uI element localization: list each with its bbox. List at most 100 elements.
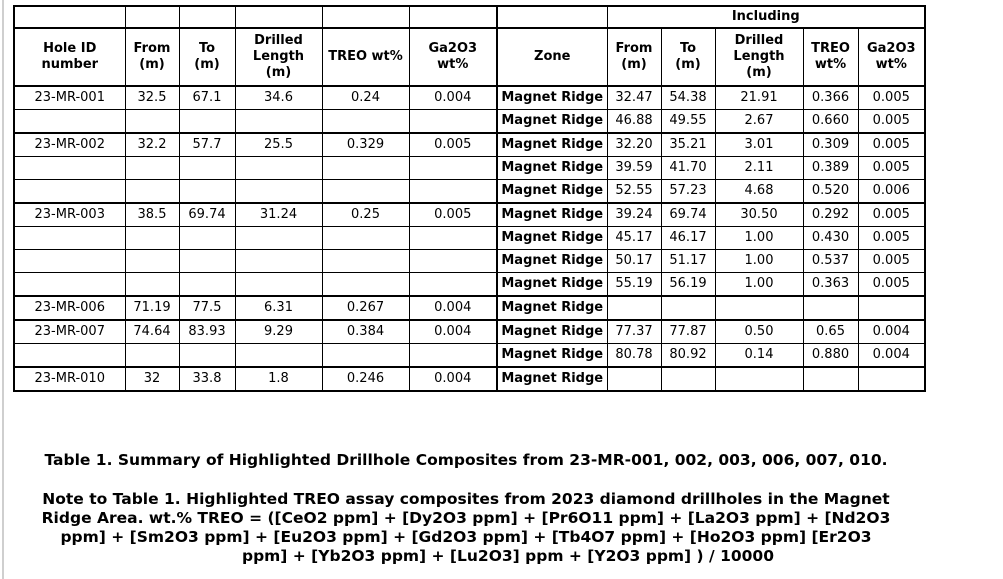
value-cell: 1.00: [714, 226, 804, 250]
value-cell: 0.005: [857, 132, 926, 157]
value-cell: [178, 343, 236, 368]
column-header-including-from: From (m): [606, 27, 662, 87]
value-cell: 0.005: [857, 85, 926, 110]
spacer-header-cell: [321, 5, 410, 29]
column-header-ga2o3: Ga2O3 wt%: [408, 27, 498, 87]
value-cell: 32.5: [124, 85, 180, 110]
value-cell: 57.23: [660, 179, 716, 204]
table-row: Magnet Ridge 55.19 56.19 1.00 0.363 0.005: [13, 272, 926, 297]
value-cell: 0.004: [857, 319, 926, 344]
value-cell: [321, 179, 410, 204]
note-line: Note to Table 1. Highlighted TREO assay …: [42, 490, 890, 508]
value-cell: 0.005: [857, 249, 926, 273]
value-cell: 0.006: [857, 179, 926, 204]
value-cell: 6.31: [234, 295, 323, 321]
value-cell: 32: [124, 366, 180, 392]
note-line: ppm] + [Yb2O3 ppm] + [Lu2O3] ppm + [Y2O3…: [241, 547, 775, 565]
table-row: Magnet Ridge 46.88 49.55 2.67 0.660 0.005: [13, 109, 926, 134]
value-cell: 0.660: [802, 109, 859, 134]
value-cell: 32.2: [124, 132, 180, 157]
value-cell: 30.50: [714, 202, 804, 227]
value-cell: 46.17: [660, 226, 716, 250]
hole-id-cell: 23-MR-001: [13, 85, 126, 110]
value-cell: 34.6: [234, 85, 323, 110]
column-header-from: From (m): [124, 27, 180, 87]
value-cell: 77.5: [178, 295, 236, 321]
value-cell: 0.363: [802, 272, 859, 297]
value-cell: 0.537: [802, 249, 859, 273]
value-cell: 50.17: [606, 249, 662, 273]
hole-id-cell: 23-MR-003: [13, 202, 126, 227]
value-cell: 57.7: [178, 132, 236, 157]
note-line: Ridge Area. wt.% TREO = ([CeO2 ppm] + [D…: [41, 509, 891, 527]
value-cell: 2.67: [714, 109, 804, 134]
value-cell: 80.78: [606, 343, 662, 368]
value-cell: [124, 226, 180, 250]
table-row: 23-MR-007 74.64 83.93 9.29 0.384 0.004 Magnet …: [13, 319, 926, 344]
value-cell: [321, 249, 410, 273]
value-cell: [234, 226, 323, 250]
value-cell: [802, 366, 859, 392]
value-cell: 0.005: [408, 202, 498, 227]
spacer-header-cell: [234, 5, 323, 29]
value-cell: [321, 343, 410, 368]
value-cell: [606, 295, 662, 321]
hole-id-cell: [13, 343, 126, 368]
table-header: Including Hole ID number From (m) To (m)…: [13, 5, 926, 87]
value-cell: [234, 179, 323, 204]
value-cell: 0.005: [857, 109, 926, 134]
value-cell: 0.004: [408, 319, 498, 344]
column-header-including-drilled-length: Drilled Length (m): [714, 27, 804, 87]
value-cell: 0.384: [321, 319, 410, 344]
zone-cell: Magnet Ridge: [496, 156, 608, 180]
spacer-header-cell: [178, 5, 236, 29]
column-header-including-ga2o3: Ga2O3 wt%: [857, 27, 926, 87]
value-cell: [234, 249, 323, 273]
value-cell: 39.24: [606, 202, 662, 227]
value-cell: [857, 295, 926, 321]
value-cell: 33.8: [178, 366, 236, 392]
value-cell: [660, 295, 716, 321]
value-cell: 77.37: [606, 319, 662, 344]
value-cell: 69.74: [660, 202, 716, 227]
value-cell: [660, 366, 716, 392]
note-line: ppm] + [Sm2O3 ppm] + [Eu2O3 ppm] + [Gd2O…: [60, 528, 872, 546]
value-cell: 0.430: [802, 226, 859, 250]
value-cell: 69.74: [178, 202, 236, 227]
value-cell: [408, 156, 498, 180]
hole-id-cell: 23-MR-006: [13, 295, 126, 321]
caption-and-notes: Table 1. Summary of Highlighted Drillhol…: [0, 445, 932, 566]
drillhole-composites-table: Including Hole ID number From (m) To (m)…: [13, 5, 926, 392]
table-caption: Table 1. Summary of Highlighted Drillhol…: [44, 451, 888, 469]
value-cell: 54.38: [660, 85, 716, 110]
value-cell: 0.25: [321, 202, 410, 227]
table-row: Magnet Ridge 52.55 57.23 4.68 0.520 0.006: [13, 179, 926, 204]
spacer-header-cell: [496, 5, 608, 29]
zone-cell: Magnet Ridge: [496, 109, 608, 134]
value-cell: [234, 343, 323, 368]
column-header-to: To (m): [178, 27, 236, 87]
hole-id-cell: 23-MR-002: [13, 132, 126, 157]
value-cell: 2.11: [714, 156, 804, 180]
zone-cell: Magnet Ridge: [496, 295, 608, 321]
value-cell: 0.246: [321, 366, 410, 392]
value-cell: [408, 249, 498, 273]
column-header-hole-id: Hole ID number: [13, 27, 126, 87]
value-cell: 71.19: [124, 295, 180, 321]
value-cell: [408, 226, 498, 250]
value-cell: 45.17: [606, 226, 662, 250]
zone-cell: Magnet Ridge: [496, 319, 608, 344]
spacer-header-cell: [408, 5, 498, 29]
value-cell: [321, 109, 410, 134]
value-cell: [124, 249, 180, 273]
value-cell: 3.01: [714, 132, 804, 157]
table-row: 23-MR-006 71.19 77.5 6.31 0.267 0.004 Magnet R…: [13, 295, 926, 321]
value-cell: [606, 366, 662, 392]
value-cell: [178, 156, 236, 180]
hole-id-cell: [13, 179, 126, 204]
value-cell: 0.14: [714, 343, 804, 368]
value-cell: [124, 156, 180, 180]
value-cell: 0.65: [802, 319, 859, 344]
hole-id-cell: [13, 226, 126, 250]
value-cell: 49.55: [660, 109, 716, 134]
